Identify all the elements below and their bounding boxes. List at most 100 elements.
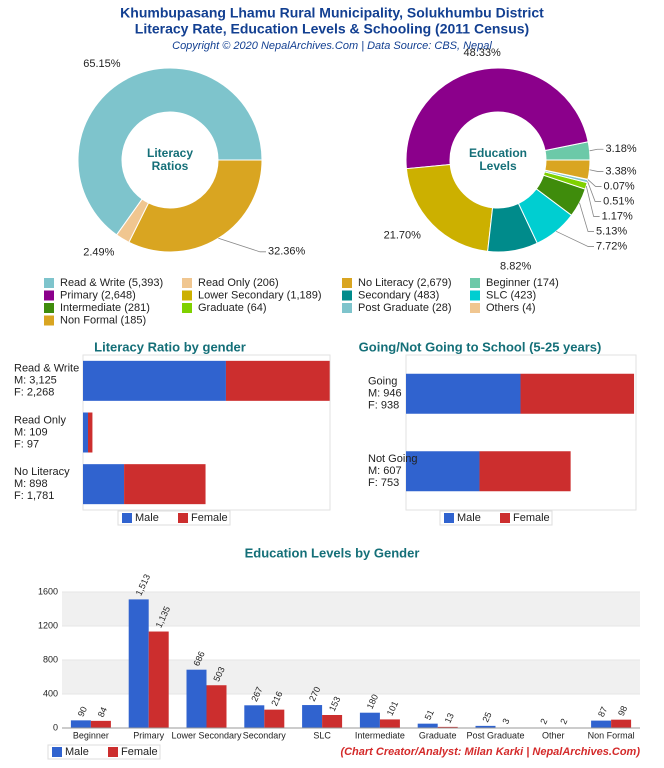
data-label: 5.13% xyxy=(596,225,627,237)
category-label: Read Only xyxy=(14,414,66,426)
x-tick-label: Intermediate xyxy=(355,730,405,740)
data-label: 32.36% xyxy=(268,246,306,258)
category-label: Not Going xyxy=(368,453,418,465)
legend-swatch xyxy=(52,747,62,757)
label-connector xyxy=(587,181,602,202)
legend-label: Read Only (206) xyxy=(198,277,279,289)
legend-swatch xyxy=(342,278,352,288)
bar xyxy=(406,373,521,414)
label-connector xyxy=(585,185,600,217)
legend-label: No Literacy (2,679) xyxy=(358,277,452,289)
bar xyxy=(479,451,571,492)
data-label: 48.33% xyxy=(464,47,502,59)
chart-title: Going/Not Going to School (5-25 years) xyxy=(359,339,602,354)
x-tick-label: Secondary xyxy=(243,730,287,740)
label-connector xyxy=(579,202,594,232)
legend-swatch xyxy=(44,278,54,288)
label-connector xyxy=(589,148,604,152)
category-label: F: 938 xyxy=(368,400,399,412)
legend-swatch xyxy=(444,513,454,523)
legend-swatch xyxy=(500,513,510,523)
pie-slice xyxy=(77,67,263,236)
data-label: 8.82% xyxy=(500,260,531,272)
x-tick-label: Graduate xyxy=(419,730,457,740)
category-label: F: 97 xyxy=(14,438,39,450)
legend-swatch xyxy=(342,303,352,313)
legend-swatch xyxy=(44,315,54,326)
legend-label: Read & Write (5,393) xyxy=(60,277,163,289)
legend-box xyxy=(117,510,231,526)
x-tick-label: Post Graduate xyxy=(466,730,524,740)
legend-label: Others (4) xyxy=(486,302,536,314)
x-tick-label: Lower Secondary xyxy=(171,730,242,740)
category-label: M: 898 xyxy=(14,478,48,490)
bar xyxy=(70,720,91,728)
category-label: M: 607 xyxy=(368,465,402,477)
legend-label: Female xyxy=(191,512,228,524)
data-label: 3.18% xyxy=(605,143,636,155)
bar xyxy=(244,705,265,728)
label-connector xyxy=(218,237,266,253)
category-label: M: 946 xyxy=(368,388,402,400)
center-label: Education xyxy=(469,146,527,160)
legend-swatch xyxy=(470,278,480,288)
bar xyxy=(83,412,88,453)
credit: (Chart Creator/Analyst: Milan Karki | Ne… xyxy=(340,746,640,758)
x-tick-label: Other xyxy=(542,730,565,740)
bar xyxy=(225,360,330,401)
bar xyxy=(417,723,438,728)
legend-swatch xyxy=(470,290,480,301)
pie-slice xyxy=(128,159,263,253)
legend-label: Male xyxy=(65,746,89,758)
bar xyxy=(83,360,226,401)
category-label: M: 109 xyxy=(14,426,48,438)
legend-swatch xyxy=(470,303,480,313)
data-label: 153 xyxy=(327,695,342,713)
legend-label: Male xyxy=(457,512,481,524)
label-connector xyxy=(587,179,602,187)
category-label: Read & Write xyxy=(14,363,79,375)
bar xyxy=(90,720,111,728)
legend-box xyxy=(47,744,161,760)
page-title: Literacy Rate, Education Levels & School… xyxy=(135,21,529,37)
legend-swatch xyxy=(44,303,54,313)
pie-slice xyxy=(544,159,591,180)
legend-label: Graduate (64) xyxy=(198,302,266,314)
legend-label: Intermediate (281) xyxy=(60,302,150,314)
data-label: 84 xyxy=(96,705,109,718)
data-label: 90 xyxy=(76,705,89,718)
chart-title: Education Levels by Gender xyxy=(245,545,420,560)
legend-label: SLC (423) xyxy=(486,289,536,301)
data-label: 13 xyxy=(443,711,456,724)
x-tick-label: Beginner xyxy=(73,730,109,740)
x-tick-label: SLC xyxy=(313,730,331,740)
bar xyxy=(437,726,458,728)
data-label: 1.17% xyxy=(602,210,633,222)
legend-label: Male xyxy=(135,512,159,524)
bar xyxy=(148,631,169,728)
data-label: 98 xyxy=(616,704,629,717)
legend-swatch xyxy=(182,303,192,313)
bar xyxy=(206,685,227,728)
bar xyxy=(591,720,612,728)
category-label: Going xyxy=(368,376,397,388)
data-label: 25 xyxy=(480,710,493,723)
center-label: Ratios xyxy=(152,159,189,173)
page-subtitle: Copyright © 2020 NepalArchives.Com | Dat… xyxy=(172,40,492,52)
y-tick-label: 1600 xyxy=(38,586,58,596)
legend-label: Beginner (174) xyxy=(486,277,559,289)
bar xyxy=(359,712,380,728)
bar xyxy=(83,464,125,505)
bar xyxy=(611,719,632,728)
grid-band xyxy=(62,592,640,626)
bar xyxy=(186,669,207,728)
center-label: Literacy xyxy=(147,146,193,160)
legend-swatch xyxy=(44,290,54,301)
bar xyxy=(406,451,480,492)
legend-label: Non Formal (185) xyxy=(60,314,146,326)
bar xyxy=(264,709,285,728)
data-label: 3 xyxy=(500,717,511,726)
legend-label: Secondary (483) xyxy=(358,289,439,301)
bar xyxy=(475,725,496,728)
